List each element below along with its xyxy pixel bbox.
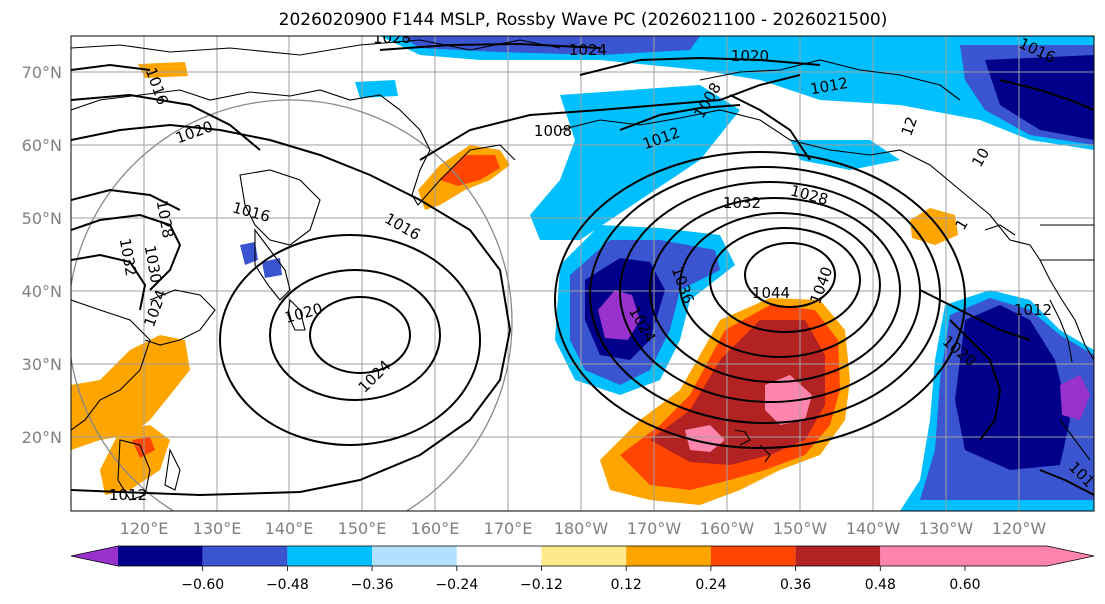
negative-anomaly-japan: [240, 242, 258, 265]
lat-label: 70°N: [22, 63, 62, 82]
lon-label: 170°W: [627, 519, 682, 538]
colorbar: −0.60 −0.48 −0.36 −0.24 −0.12 0.12 0.24 …: [70, 545, 1095, 593]
colorbar-tick-label: −0.60: [181, 577, 224, 593]
colorbar-tick-label: −0.24: [435, 577, 478, 593]
contour-label: 1044: [752, 284, 790, 302]
contour-label: 1024: [569, 41, 607, 59]
colorbar-segment: [118, 546, 203, 566]
lat-label: 40°N: [22, 282, 62, 301]
colorbar-min-extend: [71, 546, 118, 566]
lon-label: 150°W: [773, 519, 828, 538]
colorbar-segment: [710, 546, 796, 566]
negative-anomaly-east-pacific-core: [955, 305, 1070, 470]
lon-label: 160°E: [411, 519, 460, 538]
lon-label: 140°W: [846, 519, 901, 538]
colorbar-tick-label: −0.48: [266, 577, 309, 593]
colorbar-segment: [626, 546, 711, 566]
colorbar-segment: [880, 546, 965, 566]
colorbar-tick-label: 0.24: [695, 577, 726, 593]
colorbar-ticks: [202, 566, 966, 571]
contour-label: 1008: [534, 122, 572, 140]
lon-label: 130°W: [919, 519, 974, 538]
positive-anomaly-kamchatka-core: [440, 155, 500, 186]
colorbar-tick-label: 0.12: [611, 577, 642, 593]
lon-label: 120°W: [992, 519, 1047, 538]
colorbar-tick-label: −0.12: [520, 577, 563, 593]
contour-label: 1032: [723, 194, 761, 212]
colorbar-tick-label: 0.48: [865, 577, 896, 593]
colorbar-segment: [372, 546, 457, 566]
negative-anomaly-alaska-core: [985, 55, 1094, 140]
contour-label: 1028: [373, 29, 411, 47]
latitude-labels: 70°N 60°N 50°N 40°N 30°N 20°N: [22, 63, 62, 447]
positive-anomaly-arctic-west: [138, 62, 188, 78]
longitude-labels: 120°E 130°E 140°E 150°E 160°E 170°E 180°…: [120, 519, 1047, 538]
range-circle: [71, 99, 513, 511]
lon-label: 170°E: [484, 519, 533, 538]
map-content: 1028 1024 1020 1016 1012 1016 1020 1008 …: [71, 29, 1094, 511]
contour-label: 1020: [731, 47, 769, 65]
lat-label: 20°N: [22, 428, 62, 447]
negative-anomaly-bering: [530, 85, 740, 240]
colorbar-tick-labels: −0.60 −0.48 −0.36 −0.24 −0.12 0.12 0.24 …: [181, 577, 980, 593]
colorbar-tick-label: 0.36: [780, 577, 811, 593]
lon-label: 150°E: [338, 519, 387, 538]
graticule: [71, 36, 1094, 511]
lon-label: 130°E: [193, 519, 242, 538]
map-frame: [70, 35, 1095, 512]
colorbar-segment: [287, 546, 373, 566]
contour-label: 1012: [1014, 301, 1052, 319]
contour-label: 1012: [109, 486, 147, 504]
lon-label: 120°E: [120, 519, 169, 538]
lat-label: 50°N: [22, 209, 62, 228]
negative-anomaly-east-pacific-peak: [1060, 375, 1090, 420]
colorbar-segment: [795, 546, 881, 566]
colorbar-segment: [202, 546, 288, 566]
contour-label: 12: [898, 114, 921, 138]
positive-anomaly-philippines: [100, 425, 170, 495]
anomaly-fill: [71, 36, 1094, 511]
negative-anomaly-arctic: [380, 36, 1094, 150]
colorbar-segment: [541, 546, 627, 566]
colorbar-tick-label: −0.36: [351, 577, 394, 593]
lat-label: 60°N: [22, 136, 62, 155]
lat-label: 30°N: [22, 355, 62, 374]
lon-label: 160°W: [700, 519, 755, 538]
colorbar-outline: [70, 545, 1095, 567]
lon-label: 180°W: [554, 519, 609, 538]
negative-anomaly-siberia: [355, 80, 398, 98]
negative-anomaly-japan-2: [262, 258, 282, 278]
figure-title: 2026020900 F144 MSLP, Rossby Wave PC (20…: [279, 10, 888, 30]
mslp-contours: [71, 42, 1094, 497]
colorbar-segment: [456, 546, 542, 566]
lon-label: 140°E: [265, 519, 314, 538]
negative-anomaly-central-pacific-peak: [598, 290, 640, 340]
colorbar-tick-label: 0.60: [949, 577, 980, 593]
